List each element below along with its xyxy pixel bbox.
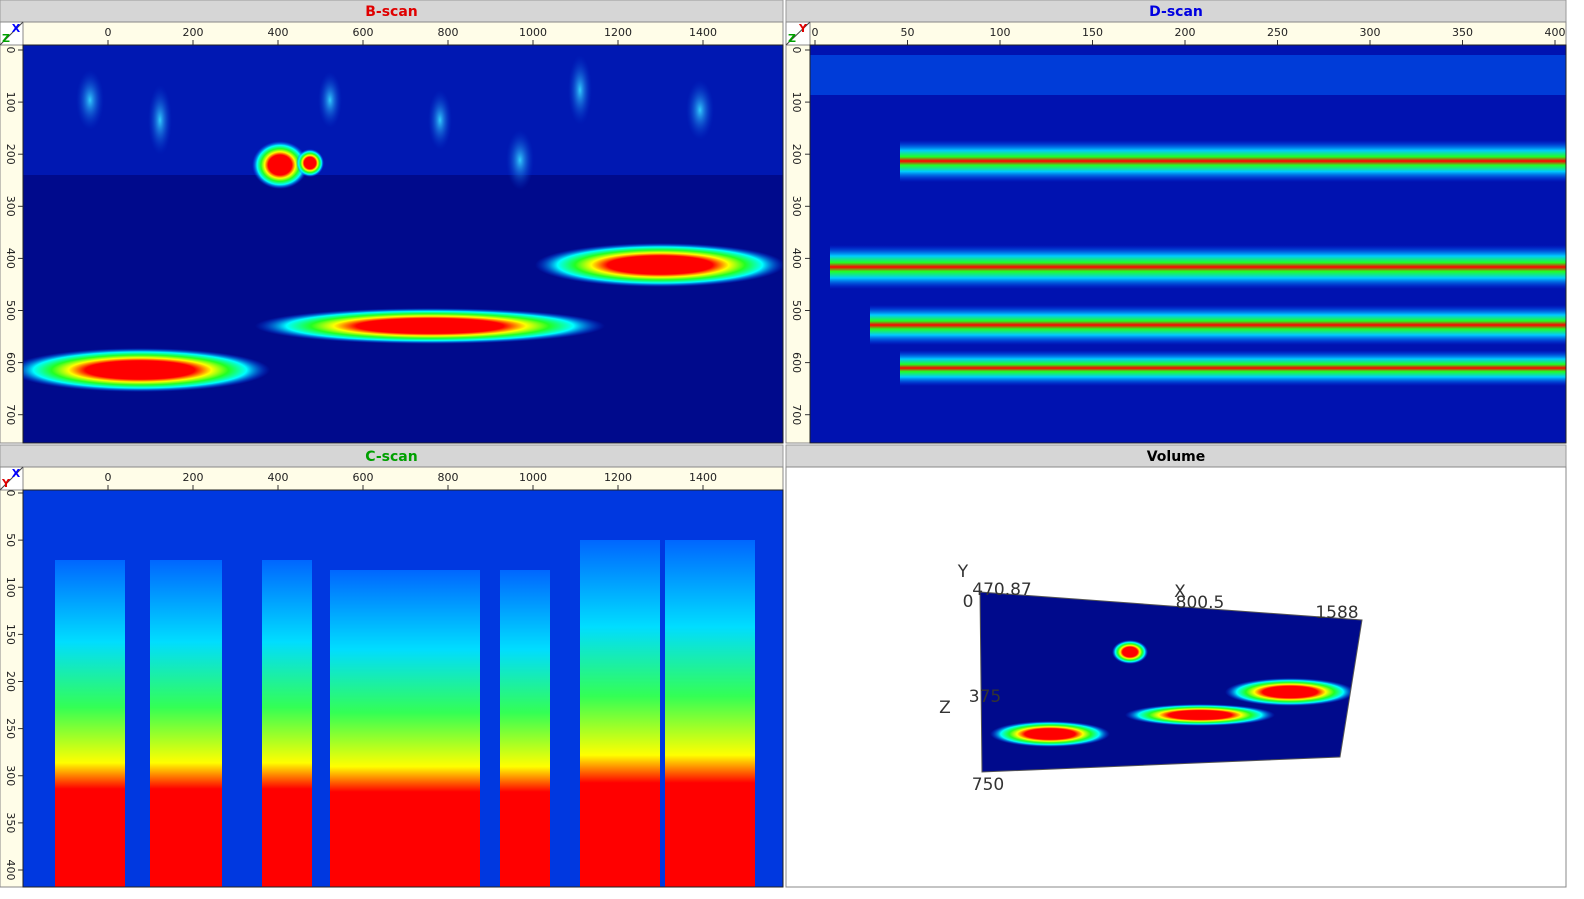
y-tick-label: 100	[4, 92, 17, 113]
panel-title: Volume	[1147, 449, 1206, 465]
y-tick-label: 400	[790, 248, 803, 269]
y-tick-label: 600	[4, 352, 17, 373]
d-scan-image	[810, 45, 1566, 443]
y-tick-label: 50	[4, 533, 17, 547]
y-tick-label: 300	[790, 196, 803, 217]
y-tick-label: 200	[4, 671, 17, 692]
y-tick-label: 0	[790, 47, 803, 54]
volume-axis-label: 800.5	[1176, 593, 1225, 613]
plot-frame	[22, 44, 784, 444]
volume-axis-label: 375	[969, 687, 1001, 707]
x-tick-label: 1400	[689, 471, 717, 484]
corner-axis-label: X	[12, 22, 21, 35]
volume-frame	[785, 466, 1567, 888]
c-scan-image	[23, 490, 783, 887]
x-tick-label: 200	[183, 471, 204, 484]
y-axis-strip	[785, 44, 811, 444]
x-tick-label: 800	[438, 471, 459, 484]
volume-axis-label: 0	[963, 592, 974, 612]
corner-axis-label: Z	[788, 32, 796, 45]
y-tick-label: 700	[4, 404, 17, 425]
y-tick-label: 0	[4, 490, 17, 497]
x-tick-label: 50	[901, 26, 915, 39]
x-tick-label: 1200	[604, 26, 632, 39]
y-tick-label: 600	[790, 352, 803, 373]
x-tick-label: 150	[1082, 26, 1103, 39]
y-tick-label: 400	[4, 248, 17, 269]
y-tick-label: 400	[4, 860, 17, 881]
volume-axis-label: X	[1174, 582, 1186, 602]
x-tick-label: 200	[183, 26, 204, 39]
corner-axis-label: X	[12, 467, 21, 480]
x-tick-label: 600	[353, 26, 374, 39]
x-tick-label: 1400	[689, 26, 717, 39]
plot-frame	[809, 44, 1567, 444]
y-tick-label: 350	[4, 812, 17, 833]
x-tick-label: 200	[1175, 26, 1196, 39]
x-tick-label: 0	[105, 26, 112, 39]
y-tick-label: 200	[4, 144, 17, 165]
panel-title: D-scan	[1149, 4, 1203, 20]
y-tick-label: 250	[4, 718, 17, 739]
volume-axis-label: 750	[972, 775, 1004, 795]
x-tick-label: 1000	[519, 471, 547, 484]
corner-diagonal	[0, 466, 24, 491]
corner-diagonal	[785, 21, 811, 46]
y-tick-label: 100	[790, 92, 803, 113]
y-tick-label: 200	[790, 144, 803, 165]
volume-axis-label: 1588	[1315, 603, 1358, 623]
y-tick-label: 300	[4, 765, 17, 786]
y-tick-label: 0	[4, 47, 17, 54]
x-tick-label: 350	[1452, 26, 1473, 39]
panel-title: C-scan	[365, 449, 417, 465]
x-tick-label: 400	[268, 471, 289, 484]
volume-image	[979, 591, 1363, 773]
volume-axis-label: Z	[939, 698, 951, 718]
x-axis-strip	[22, 466, 784, 491]
x-tick-label: 250	[1267, 26, 1288, 39]
y-tick-label: 100	[4, 577, 17, 598]
b-scan-image	[23, 45, 783, 443]
y-tick-label: 700	[790, 404, 803, 425]
x-tick-label: 400	[1545, 26, 1566, 39]
x-tick-label: 1000	[519, 26, 547, 39]
x-tick-label: 300	[1360, 26, 1381, 39]
y-tick-label: 150	[4, 624, 17, 645]
corner-diagonal	[0, 21, 24, 46]
corner-axis-label: Y	[798, 22, 808, 35]
x-tick-label: 400	[268, 26, 289, 39]
x-tick-label: 0	[105, 471, 112, 484]
x-tick-label: 0	[812, 26, 819, 39]
x-tick-label: 1200	[604, 471, 632, 484]
corner-axis-label: Y	[1, 477, 11, 490]
corner-axis-label: Z	[2, 32, 10, 45]
volume-axis-label: 470.87	[972, 580, 1031, 600]
x-tick-label: 800	[438, 26, 459, 39]
volume-axis-label: Y	[957, 562, 969, 582]
x-tick-label: 100	[990, 26, 1011, 39]
plot-frame	[22, 489, 784, 888]
panel-title: B-scan	[365, 4, 418, 20]
y-tick-label: 500	[4, 300, 17, 321]
x-axis-strip	[22, 21, 784, 46]
x-tick-label: 600	[353, 471, 374, 484]
y-tick-label: 500	[790, 300, 803, 321]
y-tick-label: 300	[4, 196, 17, 217]
